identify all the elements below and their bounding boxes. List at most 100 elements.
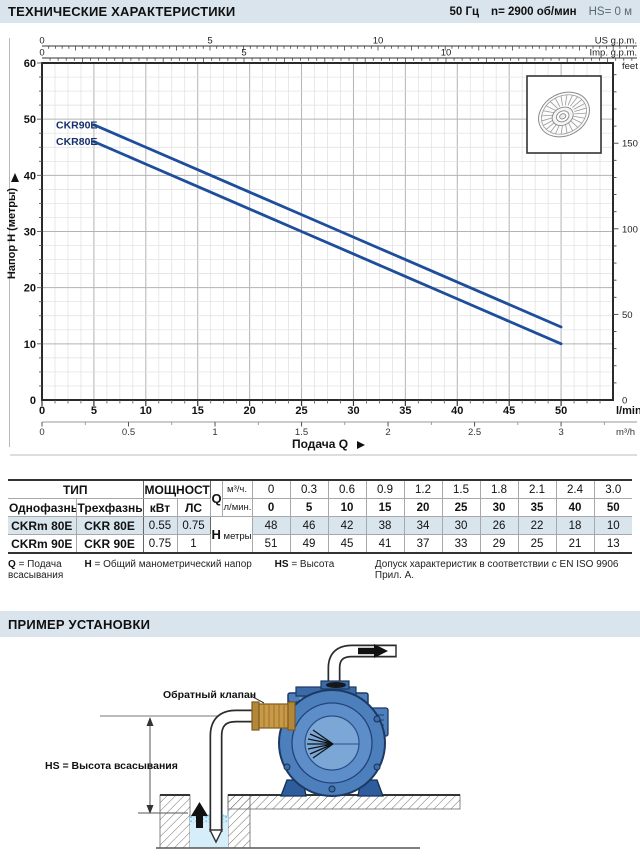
- legend-h-key: H: [84, 559, 92, 570]
- symbols-legend: Q = Подача H = Общий манометрический нап…: [8, 559, 375, 581]
- well-right-wall: [227, 794, 251, 849]
- right-axis-tick-label: 100: [622, 224, 638, 235]
- table-value-cell: 45: [327, 534, 367, 554]
- x-axis-title: Подача Q: [292, 437, 348, 451]
- table-header-row-1: ТИП МОЩНОСТЬ Q м³/ч. 00.30.60.91.21.51.8…: [8, 479, 633, 517]
- y-axis-tick-label: 30: [24, 227, 36, 239]
- table-value-cell: 10: [593, 516, 633, 535]
- section-header-technical: ТЕХНИЧЕСКИЕ ХАРАКТЕРИСТИКИ 50 Гц n= 2900…: [0, 0, 640, 23]
- secondary-axis-tick-label: 1.5: [295, 427, 308, 438]
- page-title: ТЕХНИЧЕСКИЕ ХАРАКТЕРИСТИКИ: [8, 4, 236, 19]
- impeller-icon: [538, 91, 590, 138]
- speed-value: n= 2900 об/мин: [491, 5, 577, 18]
- col-header-single-phase: Однофазный: [8, 498, 77, 517]
- impeller-vane: [560, 95, 563, 106]
- table-value-cell: 50: [593, 498, 633, 517]
- arrow-up-icon: [146, 717, 154, 726]
- legend-hs: HS = Высота всасывания: [8, 559, 334, 581]
- outlet-pipe: [329, 646, 396, 687]
- frequency-value: 50 Гц: [449, 5, 480, 18]
- right-axis-tick-label: 0: [622, 396, 627, 407]
- table-footnotes: Q = Подача H = Общий манометрический нап…: [8, 559, 634, 581]
- impeller-vane: [541, 117, 554, 122]
- table-value-cell: 35: [517, 498, 557, 517]
- y-axis-tick-label: 50: [24, 114, 36, 126]
- secondary-axis-tick-label: 3: [558, 427, 563, 438]
- table-value-cell: 34: [403, 516, 443, 535]
- impeller-vane: [570, 96, 578, 107]
- axis-arrow-right-icon: [357, 441, 365, 449]
- right-axis-tick-label: 150: [622, 139, 638, 150]
- curve-CKR80E: [92, 140, 563, 346]
- head-unit: метры: [223, 531, 252, 542]
- table-value-cell: 42: [327, 516, 367, 535]
- table-value-cell: 48: [251, 516, 291, 535]
- table-value-cell: 41: [365, 534, 405, 554]
- x-axis-tick-label: 45: [503, 405, 515, 417]
- curve-label-CKR80E: CKR80E: [56, 136, 97, 148]
- table-value-cell: 21: [555, 534, 595, 554]
- table-row-ckr90: CKRm 90E CKR 90E 0.75 1 51 49 45 41 37 33 29 25…: [8, 534, 633, 554]
- well-left-wall: [159, 794, 191, 849]
- y-axis-tick-label: 60: [24, 58, 36, 70]
- y-axis-tick-label: 0: [30, 395, 36, 407]
- suction-pipe: [211, 711, 254, 832]
- impeller-vane: [549, 101, 558, 109]
- x-axis-tick-label: 50: [555, 405, 567, 417]
- table-value-cell: 18: [555, 516, 595, 535]
- table-value-cell: 37: [403, 534, 443, 554]
- top-axis-tick-label: 0: [39, 48, 44, 59]
- table-value-cell: 49: [289, 534, 329, 554]
- model-single: CKRm 80E: [8, 516, 77, 535]
- model-three: CKR 80E: [75, 516, 144, 535]
- impeller-vane: [572, 118, 583, 124]
- table-value-cell: 2.1: [517, 479, 557, 499]
- table-value-cell: 46: [289, 516, 329, 535]
- table-row-ckr80: CKRm 80E CKR 80E 0.55 0.75 H метры 48 46 4…: [8, 516, 633, 554]
- table-value-cell: 29: [479, 534, 519, 554]
- table-value-cell: 33: [441, 534, 481, 554]
- table-value-cell: 40: [555, 498, 595, 517]
- table-value-cell: 38: [365, 516, 405, 535]
- curve-CKR90E: [92, 123, 563, 329]
- axis-arrow-up-icon: [11, 173, 19, 182]
- right-axis-unit-label: feet: [622, 61, 638, 72]
- impeller-vane: [541, 114, 554, 117]
- x-axis-unit-label: l/min: [616, 405, 640, 417]
- table-header-row-2: Однофазный Трехфазный кВт ЛС л/мин. 0510…: [8, 498, 633, 517]
- col-header-three-phase: Трехфазный: [75, 498, 144, 517]
- table-value-cell: 0: [251, 479, 291, 499]
- impeller-vane: [567, 121, 574, 132]
- impeller-vane: [574, 107, 587, 112]
- impeller-vane: [567, 94, 573, 106]
- top-axis-tick-label: 10: [373, 36, 384, 47]
- x-axis-tick-label: 20: [244, 405, 256, 417]
- table-value-cell: 20: [403, 498, 443, 517]
- table-value-cell: 15: [365, 498, 405, 517]
- page-edge-line: [9, 38, 10, 447]
- table-value-cell: 0: [251, 498, 291, 517]
- x-axis-tick-label: 0: [39, 405, 45, 417]
- secondary-axis-tick-label: 2.5: [468, 427, 481, 438]
- suction-head-value: HS= 0 м: [588, 5, 632, 18]
- secondary-axis-unit-label: m³/h: [616, 427, 635, 438]
- fan-slots: [307, 729, 334, 759]
- legend-q-key: Q: [8, 559, 16, 570]
- ground-platform: [227, 794, 461, 810]
- table-value-cell: 51: [251, 534, 291, 554]
- table-value-cell: 1.5: [441, 479, 481, 499]
- legend-h-text: = Общий манометрический напор: [94, 559, 252, 570]
- col-header-hp: ЛС: [176, 498, 211, 517]
- top-axis-tick-label: 5: [207, 36, 212, 47]
- x-axis-tick-label: 15: [192, 405, 204, 417]
- col-header-m3h: м³/ч.: [221, 479, 253, 499]
- legend-h: H = Общий манометрический напор: [84, 559, 261, 570]
- col-header-type: ТИП: [8, 479, 144, 499]
- col-header-q: Q: [209, 479, 223, 517]
- power-kw: 0.55: [142, 516, 178, 535]
- legend-q: Q = Подача: [8, 559, 72, 570]
- y-axis-tick-label: 40: [24, 170, 36, 182]
- table-value-cell: 0.3: [289, 479, 329, 499]
